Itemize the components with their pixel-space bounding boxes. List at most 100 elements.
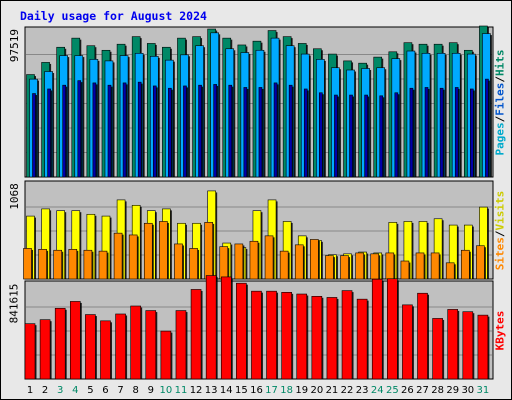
sites-bar: [370, 253, 380, 280]
sites-bar: [430, 252, 440, 280]
chart-title: Daily usage for August 2024: [20, 9, 207, 23]
day-label: 24: [371, 385, 384, 396]
top-legend-item: Pages: [493, 121, 507, 155]
sites-bar: [415, 252, 425, 280]
kbytes-bar: [296, 293, 308, 380]
pages-bar: [439, 87, 444, 178]
day-label: 23: [356, 385, 369, 396]
mid-legend-item: /: [493, 230, 507, 237]
top-legend-item: /: [493, 75, 507, 83]
top-legend-item: Hits: [493, 49, 507, 76]
sites-bar: [385, 252, 395, 280]
sites-bar: [279, 250, 289, 280]
sites-bar: [476, 245, 485, 280]
kbytes-bar: [371, 278, 383, 380]
kbytes-bar: [205, 275, 217, 380]
kbytes-bar: [266, 290, 277, 380]
day-label: 17: [265, 385, 278, 396]
pages-bar: [122, 82, 127, 178]
day-label: 16: [250, 385, 263, 396]
kbytes-bar: [387, 278, 398, 380]
kbytes-bar: [281, 292, 292, 380]
sites-bar: [325, 255, 334, 280]
day-label: 7: [117, 385, 123, 396]
mid-panel-legend: Sites/Visits: [493, 190, 506, 270]
kbytes-bar: [115, 313, 126, 380]
day-label: 12: [190, 385, 203, 396]
pages-bar: [152, 85, 157, 178]
pages-bar: [77, 80, 82, 178]
pages-bar: [394, 92, 399, 178]
sites-bar: [23, 248, 32, 280]
kbytes-bar: [251, 290, 262, 380]
pages-bar: [62, 84, 66, 178]
sites-bar: [445, 262, 455, 280]
pages-bar: [92, 82, 97, 178]
top-panel-legend: Pages/Files/Hits: [494, 49, 507, 155]
day-label: 19: [295, 385, 308, 396]
bot-legend-item: KBytes: [493, 310, 507, 350]
sites-bar: [98, 250, 108, 280]
day-label: 5: [87, 385, 93, 396]
sites-bar: [113, 232, 123, 280]
pages-bar: [288, 84, 293, 178]
kbytes-bar: [39, 319, 51, 380]
sites-bar: [204, 222, 213, 280]
day-label: 1: [27, 385, 33, 396]
kbytes-bar: [326, 297, 338, 380]
day-label: 25: [386, 385, 399, 396]
sites-bar: [400, 260, 410, 280]
day-label: 8: [132, 385, 138, 396]
pages-bar: [243, 87, 248, 178]
pages-bar: [470, 88, 474, 178]
kbytes-bar: [462, 311, 474, 380]
kbytes-bar: [417, 292, 428, 380]
sites-bar: [461, 249, 470, 280]
pages-bar: [258, 87, 263, 178]
kbytes-bar: [190, 289, 202, 380]
kbytes-bar: [311, 296, 323, 380]
pages-bar: [303, 88, 308, 178]
top-legend-item: /: [493, 115, 507, 122]
sites-bar: [38, 249, 47, 280]
pages-bar: [213, 84, 217, 178]
pages-bar: [273, 82, 278, 178]
day-label: 31: [477, 385, 490, 396]
pages-bar: [364, 94, 368, 178]
sites-bar: [68, 249, 78, 280]
kbytes-bar: [402, 304, 413, 380]
sites-bar: [294, 244, 304, 280]
day-label: 29: [446, 385, 459, 396]
top-legend-item: Files: [493, 82, 507, 116]
day-label: 18: [280, 385, 293, 396]
pages-bar: [454, 87, 459, 178]
kbytes-bar: [24, 323, 36, 380]
sites-bar: [219, 246, 229, 280]
day-label: 14: [220, 385, 233, 396]
sites-bar: [249, 240, 259, 280]
day-label: 10: [160, 385, 173, 396]
sites-bar: [128, 234, 138, 280]
day-label: 27: [416, 385, 429, 396]
sites-bar: [83, 249, 93, 280]
pages-bar: [228, 84, 233, 178]
sites-bar: [159, 221, 168, 280]
sites-bar: [53, 249, 62, 280]
pages-bar: [349, 94, 353, 178]
kbytes-bar: [130, 305, 141, 380]
sites-bar: [340, 255, 349, 280]
kbytes-bar: [69, 301, 81, 380]
sites-bar: [355, 252, 364, 280]
day-label: 30: [461, 385, 474, 396]
sites-bar: [143, 222, 153, 280]
pages-bar: [485, 78, 489, 178]
day-label: 6: [102, 385, 108, 396]
sites-bar: [264, 235, 274, 280]
day-label: 21: [326, 385, 339, 396]
pages-bar: [409, 87, 414, 178]
kbytes-bar: [447, 309, 459, 380]
sites-bar: [234, 243, 244, 280]
day-label: 9: [148, 385, 154, 396]
